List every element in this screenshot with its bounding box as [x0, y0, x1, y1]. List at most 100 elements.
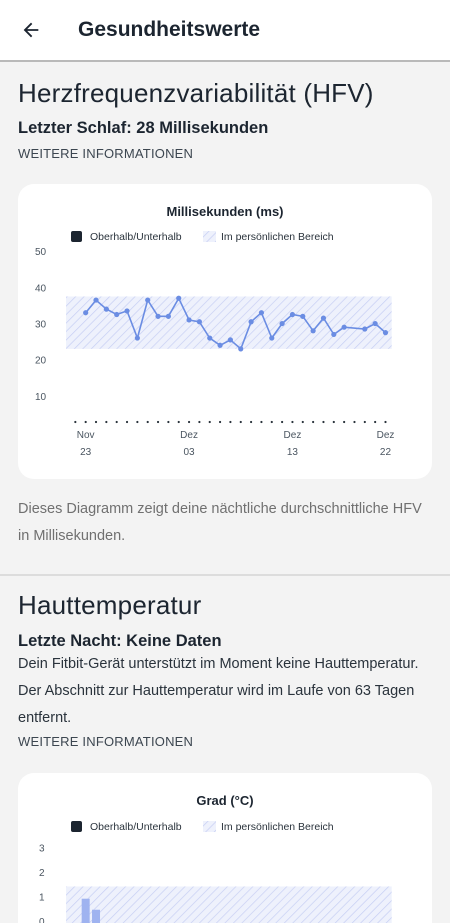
baseline-dot [260, 420, 263, 424]
hrv-data-point [248, 319, 254, 325]
y-tick-label: 2 [39, 868, 45, 879]
hrv-data-point [83, 310, 89, 316]
skin-temp-body: Dein Fitbit-Gerät unterstützt im Moment … [18, 656, 419, 726]
hrv-data-point [362, 326, 368, 332]
x-tick-month: Dez [284, 430, 302, 441]
hrv-data-point [320, 315, 327, 321]
hrv-last-sleep: Letzter Schlaf: 28 Millisekunden [18, 119, 269, 137]
baseline-dot [343, 420, 346, 424]
hrv-data-point [217, 342, 223, 348]
hrv-data-point [196, 319, 202, 325]
hrv-data-point [310, 328, 316, 334]
baseline-dot [198, 420, 201, 424]
baseline-dot [291, 420, 294, 424]
baseline-dot [353, 420, 356, 424]
hrv-data-point [258, 310, 265, 316]
back-button[interactable] [13, 12, 49, 48]
page-title: Gesundheitswerte [78, 18, 261, 41]
baseline-dot [270, 420, 273, 424]
hrv-description: Dieses Diagramm zeigt deine nächtliche d… [18, 501, 422, 544]
baseline-dot [94, 420, 98, 424]
baseline-dot [167, 420, 170, 424]
baseline-dot [84, 420, 87, 424]
baseline-dot [322, 420, 325, 424]
baseline-dot [218, 420, 222, 424]
hrv-data-point [114, 311, 120, 318]
hrv-chart: Millisekunden (ms) Oberhalb/Unterhalb Im p… [35, 204, 395, 458]
x-tick-day: 03 [183, 447, 195, 458]
y-tick-label: 10 [35, 392, 47, 403]
baseline-dot [229, 420, 232, 424]
y-tick-label: 1 [39, 892, 45, 903]
skin-temp-more-info-link[interactable]: WEITERE INFORMATIONEN [18, 734, 194, 749]
hrv-data-point [176, 295, 182, 301]
baseline-dot [187, 420, 191, 424]
hrv-data-point [227, 337, 234, 343]
baseline-dot [332, 420, 335, 424]
hrv-data-point [155, 313, 161, 319]
baseline-dot [146, 420, 149, 424]
x-tick-month: Dez [180, 430, 198, 441]
hrv-data-point [382, 330, 389, 336]
hrv-data-point [372, 320, 378, 327]
baseline-dot [208, 420, 211, 424]
baseline-dot [177, 420, 180, 424]
skin-temp-bar [81, 898, 90, 923]
hrv-data-point [165, 313, 171, 319]
hrv-data-point [331, 331, 337, 338]
hrv-more-info-link[interactable]: WEITERE INFORMATIONEN [18, 146, 194, 161]
c1-chart-title: Grad (°C) [196, 793, 253, 808]
hrv-section-title: Herzfrequenzvariabilität (HFV) [18, 78, 374, 108]
legend-swatch-above-below [71, 821, 82, 832]
baseline-dot [74, 420, 77, 424]
baseline-dot [239, 420, 242, 424]
baseline-dot [115, 420, 118, 424]
x-tick-month: Nov [77, 430, 95, 441]
hrv-data-point [341, 324, 347, 330]
legend-swatch-personal-range [203, 231, 216, 242]
y-tick-label: 3 [39, 843, 45, 854]
baseline-dot [105, 420, 108, 424]
skin-temp-section-title: Hauttemperatur [18, 590, 202, 620]
y-tick-label: 20 [35, 356, 47, 367]
y-tick-label: 30 [35, 320, 47, 331]
hrv-data-point [269, 335, 275, 341]
x-tick-month: Dez [377, 430, 395, 441]
baseline-dot [384, 420, 387, 424]
app-bar: Gesundheitswerte [0, 0, 450, 62]
x-tick-day: 22 [380, 447, 392, 458]
legend-swatch-personal-range [203, 821, 216, 832]
baseline-dot [125, 420, 129, 424]
skin-temp-chart: Grad (°C) Oberhalb/Unterhalb Im persönlich… [39, 793, 392, 923]
section-divider [0, 574, 450, 576]
baseline-dot [312, 420, 315, 424]
personal-range-band [66, 886, 392, 923]
baseline-dot [301, 420, 304, 424]
baseline-dot [281, 420, 284, 424]
legend-label-above-below: Oberhalb/Unterhalb [90, 231, 182, 243]
baseline-dot [156, 420, 160, 424]
skin-temp-chart-card: Grad (°C) Oberhalb/Unterhalb Im persönlich… [18, 773, 432, 923]
x-tick-day: 23 [80, 447, 92, 458]
x-tick-day: 13 [287, 447, 299, 458]
hrv-data-point [93, 297, 99, 303]
hrv-data-point [238, 346, 244, 352]
y-tick-label: 40 [35, 283, 47, 294]
hrv-data-point [207, 335, 213, 341]
legend-label-above-below: Oberhalb/Unterhalb [90, 821, 182, 833]
arrow-back-icon [23, 22, 39, 38]
baseline-dot [374, 420, 377, 424]
baseline-dot [136, 420, 139, 424]
hrv-chart-card: Millisekunden (ms) Oberhalb/Unterhalb Im p… [18, 184, 432, 479]
hrv-data-point [103, 306, 109, 312]
y-tick-label: 50 [35, 247, 47, 258]
hrv-data-point [124, 308, 130, 314]
baseline-dot [249, 420, 253, 424]
legend-label-personal-range: Im persönlichen Bereich [221, 231, 334, 243]
hrv-data-point [279, 320, 285, 327]
hrv-data-point [300, 313, 306, 319]
legend-label-personal-range: Im persönlichen Bereich [221, 821, 334, 833]
hrv-data-point [289, 311, 296, 318]
hrv-data-point [134, 335, 140, 341]
skin-temp-last-night: Letzte Nacht: Keine Daten [18, 632, 222, 650]
